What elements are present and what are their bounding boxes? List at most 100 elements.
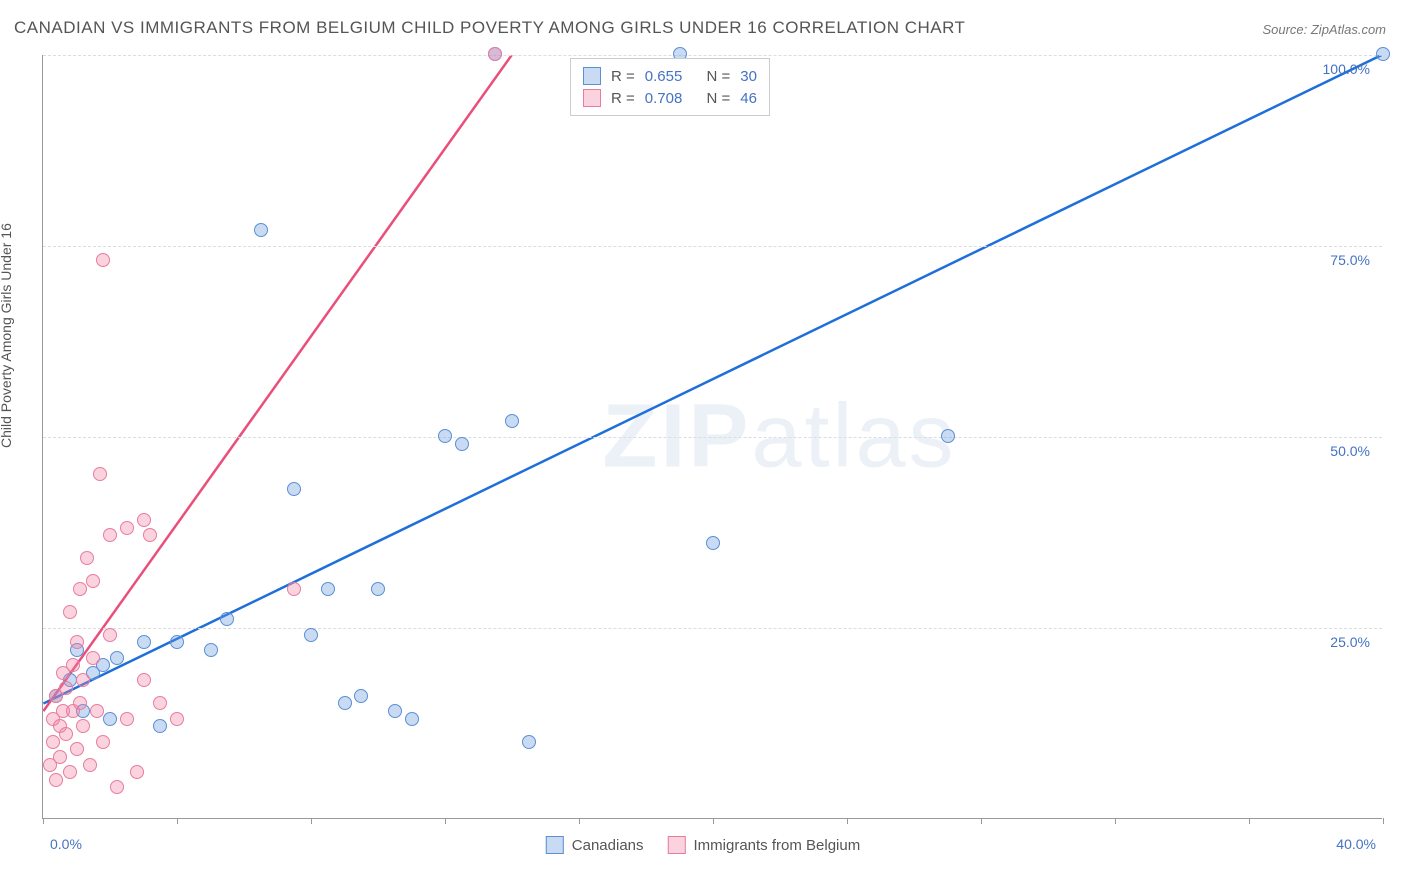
stat-N-label: N =: [706, 68, 730, 85]
swatch-canadians-icon: [583, 67, 601, 85]
x-tick: [43, 818, 44, 824]
y-axis-label: Child Poverty Among Girls Under 16: [0, 223, 14, 448]
point-canadians[interactable]: [153, 719, 167, 733]
point-belgium[interactable]: [120, 712, 134, 726]
y-tick-label: 75.0%: [1330, 252, 1370, 268]
swatch-belgium-icon: [583, 89, 601, 107]
x-tick: [1383, 818, 1384, 824]
point-canadians[interactable]: [706, 536, 720, 550]
point-belgium[interactable]: [49, 773, 63, 787]
stats-legend-box: R = 0.655 N = 30 R = 0.708 N = 46: [570, 58, 770, 116]
point-canadians[interactable]: [505, 414, 519, 428]
point-belgium[interactable]: [73, 582, 87, 596]
stat-R-label: R =: [611, 90, 635, 107]
y-tick-label: 100.0%: [1323, 61, 1370, 77]
point-belgium[interactable]: [73, 696, 87, 710]
trendline-belgium: [43, 55, 511, 711]
point-canadians[interactable]: [220, 612, 234, 626]
point-canadians[interactable]: [455, 437, 469, 451]
point-belgium[interactable]: [66, 658, 80, 672]
stats-row-belgium: R = 0.708 N = 46: [583, 87, 757, 109]
point-belgium[interactable]: [103, 628, 117, 642]
point-belgium[interactable]: [488, 47, 502, 61]
point-belgium[interactable]: [76, 719, 90, 733]
stat-N-canadians: 30: [740, 68, 757, 85]
point-belgium[interactable]: [70, 742, 84, 756]
point-canadians[interactable]: [170, 635, 184, 649]
x-tick: [579, 818, 580, 824]
point-canadians[interactable]: [204, 643, 218, 657]
point-belgium[interactable]: [53, 750, 67, 764]
point-belgium[interactable]: [46, 735, 60, 749]
point-canadians[interactable]: [405, 712, 419, 726]
point-belgium[interactable]: [110, 780, 124, 794]
point-canadians[interactable]: [287, 482, 301, 496]
point-belgium[interactable]: [120, 521, 134, 535]
x-tick: [847, 818, 848, 824]
x-tick: [713, 818, 714, 824]
watermark-light: atlas: [751, 386, 956, 486]
point-canadians[interactable]: [338, 696, 352, 710]
point-belgium[interactable]: [90, 704, 104, 718]
point-canadians[interactable]: [522, 735, 536, 749]
point-belgium[interactable]: [86, 574, 100, 588]
point-canadians[interactable]: [304, 628, 318, 642]
point-canadians[interactable]: [110, 651, 124, 665]
point-canadians[interactable]: [438, 429, 452, 443]
point-belgium[interactable]: [170, 712, 184, 726]
point-belgium[interactable]: [130, 765, 144, 779]
bottom-legend: Canadians Immigrants from Belgium: [546, 836, 860, 854]
plot-area: ZIPatlas 25.0%50.0%75.0%100.0%: [42, 55, 1382, 819]
legend-item-canadians: Canadians: [546, 836, 644, 854]
y-tick-label: 25.0%: [1330, 634, 1370, 650]
point-belgium[interactable]: [70, 635, 84, 649]
point-belgium[interactable]: [96, 735, 110, 749]
point-belgium[interactable]: [96, 253, 110, 267]
legend-label-canadians: Canadians: [572, 837, 644, 854]
stat-R-belgium: 0.708: [645, 90, 683, 107]
point-belgium[interactable]: [143, 528, 157, 542]
point-belgium[interactable]: [83, 758, 97, 772]
point-canadians[interactable]: [321, 582, 335, 596]
point-canadians[interactable]: [941, 429, 955, 443]
point-belgium[interactable]: [137, 513, 151, 527]
point-canadians[interactable]: [388, 704, 402, 718]
point-belgium[interactable]: [287, 582, 301, 596]
legend-item-belgium: Immigrants from Belgium: [668, 836, 861, 854]
point-canadians[interactable]: [1376, 47, 1390, 61]
stats-row-canadians: R = 0.655 N = 30: [583, 65, 757, 87]
point-belgium[interactable]: [93, 467, 107, 481]
gridline: [43, 55, 1382, 56]
point-belgium[interactable]: [59, 681, 73, 695]
source-label: Source: ZipAtlas.com: [1262, 22, 1386, 37]
trendline-canadians: [43, 55, 1381, 704]
x-tick: [445, 818, 446, 824]
point-canadians[interactable]: [354, 689, 368, 703]
legend-swatch-canadians-icon: [546, 836, 564, 854]
gridline: [43, 628, 1382, 629]
legend-label-belgium: Immigrants from Belgium: [694, 837, 861, 854]
point-belgium[interactable]: [137, 673, 151, 687]
point-belgium[interactable]: [63, 605, 77, 619]
x-tick: [311, 818, 312, 824]
watermark-bold: ZIP: [602, 386, 751, 486]
x-tick: [1249, 818, 1250, 824]
stat-R-label: R =: [611, 68, 635, 85]
point-belgium[interactable]: [153, 696, 167, 710]
point-canadians[interactable]: [137, 635, 151, 649]
point-belgium[interactable]: [80, 551, 94, 565]
x-tick: [177, 818, 178, 824]
x-tick: [981, 818, 982, 824]
stat-N-label: N =: [706, 90, 730, 107]
x-axis-max-label: 40.0%: [1336, 836, 1376, 852]
point-belgium[interactable]: [86, 651, 100, 665]
gridline: [43, 437, 1382, 438]
point-belgium[interactable]: [76, 673, 90, 687]
point-belgium[interactable]: [59, 727, 73, 741]
point-belgium[interactable]: [103, 528, 117, 542]
point-canadians[interactable]: [103, 712, 117, 726]
point-belgium[interactable]: [63, 765, 77, 779]
point-canadians[interactable]: [371, 582, 385, 596]
stat-N-belgium: 46: [740, 90, 757, 107]
point-canadians[interactable]: [254, 223, 268, 237]
